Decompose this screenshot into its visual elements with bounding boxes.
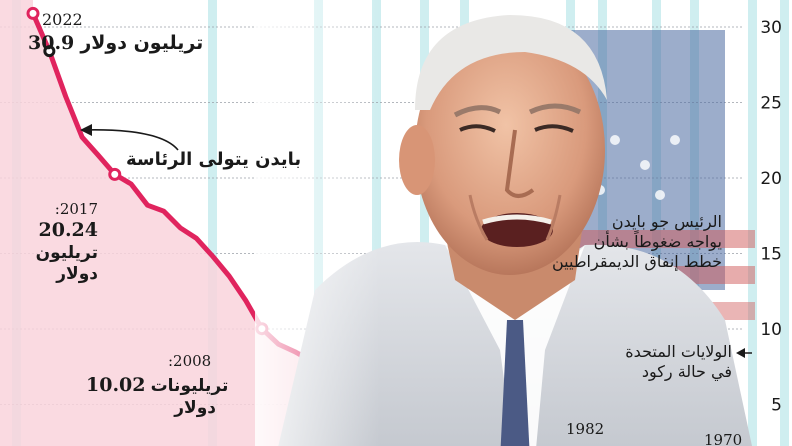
caption-line-2: يواجه ضغوطاً بشأن [593,232,722,251]
label-2017-unit-2: دولار [56,263,98,284]
y-tick-25: 25 [760,94,782,114]
label-2017: :2017 20.24 تريليون دولار [36,200,98,285]
label-2017-year: :2017 [54,200,98,218]
label-2008-unit-2: دولار [174,397,216,418]
y-tick-5: 5 [771,396,782,416]
label-biden-presidency: بايدن يتولى الرئاسة [126,149,302,170]
point-2022 [26,6,40,20]
label-1982: 1982 [566,420,605,438]
y-tick-30: 30 [760,18,782,38]
label-2008-unit-1: تريليونات [150,376,229,396]
debt-area [0,0,524,446]
label-2022-year: 2022 [42,10,83,29]
y-tick-20: 20 [760,169,782,189]
y-axis-ticks: 5 10 15 20 25 30 [760,18,782,416]
point-2021 [43,45,56,58]
label-2022-amount: 30.9 [28,32,75,54]
photo-caption: الرئيس جو بايدن يواجه ضغوطاً بشأن خطط إن… [540,212,722,272]
band-11 [780,0,789,446]
label-2022-unit: تريليون دولار [80,32,204,54]
recession-line-2: في حالة ركود [641,362,732,381]
caption-line-1: الرئيس جو بايدن [611,212,722,231]
label-2022-value: تريليون دولار 30.9 [28,32,203,56]
label-2017-amount: 20.24 [38,218,99,241]
label-2008-year: :2008 [168,352,212,370]
label-2008-amount: 10.02 [86,374,146,396]
y-tick-15: 15 [760,245,782,265]
label-2017-unit-1: تريليون [35,242,98,263]
y-tick-10: 10 [760,320,782,340]
caption-line-3: خطط إنفاق الديمقراطيين [551,252,722,271]
point-2017 [108,167,122,181]
recession-line-1: الولايات المتحدة [625,342,732,361]
band-1 [208,0,217,446]
recession-note: الولايات المتحدة في حالة ركود [592,342,732,382]
president-portrait [255,0,755,446]
label-2008-value: تريليونات 10.02 دولار [86,374,228,419]
label-1970: 1970 [704,431,743,446]
